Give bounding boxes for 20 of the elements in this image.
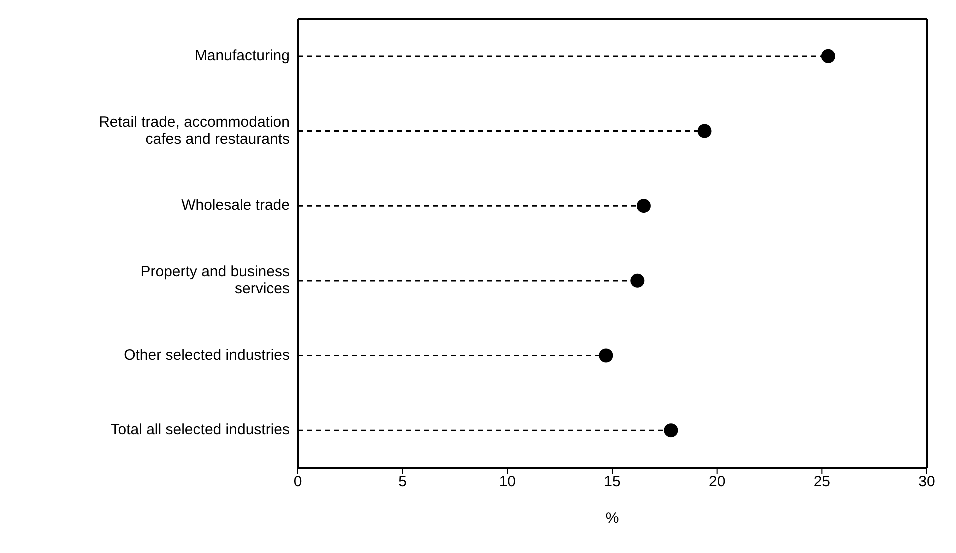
y-tick-label: Retail trade, accommodation cafes and restaurants <box>99 114 290 148</box>
point <box>630 274 645 288</box>
point <box>636 199 651 214</box>
x-tick-label: 0 <box>294 474 302 491</box>
point <box>698 124 712 138</box>
point <box>599 348 614 363</box>
x-tick-label: 5 <box>398 474 408 491</box>
x-tick-label: 30 <box>918 474 936 491</box>
point <box>821 49 836 64</box>
y-tick-label: Other selected industries <box>124 346 290 364</box>
y-tick-label: Property and business services <box>140 263 290 298</box>
x-tick-label: 10 <box>499 474 516 491</box>
y-tick-label: Manufacturing <box>194 47 290 64</box>
x-tick-label: 25 <box>814 474 831 491</box>
x-tick-label: 15 <box>604 474 621 491</box>
point <box>664 424 678 438</box>
x-tick-label: 20 <box>708 474 726 491</box>
x-axis-title: % <box>606 510 620 527</box>
y-tick-label: Total all selected industries <box>110 422 290 439</box>
y-tick-label: Wholesale trade <box>182 197 290 214</box>
